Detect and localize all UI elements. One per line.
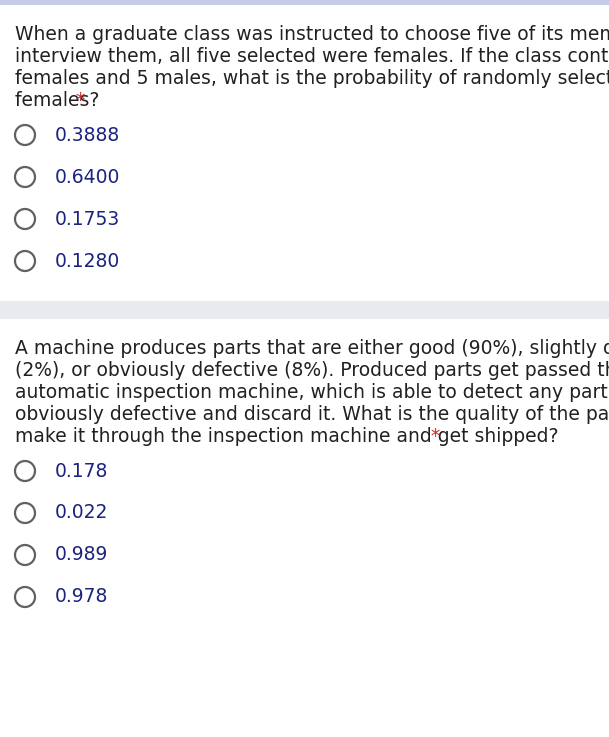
Text: 0.6400: 0.6400 [55,167,121,186]
Text: interview them, all five selected were females. If the class contained 12: interview them, all five selected were f… [15,47,609,66]
Text: (2%), or obviously defective (8%). Produced parts get passed through an: (2%), or obviously defective (8%). Produ… [15,361,609,380]
Text: 0.3888: 0.3888 [55,125,120,144]
Bar [0,0,609,5]
Text: 0.1280: 0.1280 [55,251,120,270]
Text: 0.178: 0.178 [55,461,108,481]
Text: *: * [430,427,440,446]
Text: females?: females? [15,91,105,110]
Text: When a graduate class was instructed to choose five of its members and: When a graduate class was instructed to … [15,25,609,44]
Bar [0,301,609,319]
Text: 0.989: 0.989 [55,545,108,565]
Text: make it through the inspection machine and get shipped?: make it through the inspection machine a… [15,427,565,446]
Text: 0.022: 0.022 [55,503,108,523]
Text: females and 5 males, what is the probability of randomly selecting five: females and 5 males, what is the probabi… [15,69,609,88]
Text: 0.978: 0.978 [55,587,108,607]
Text: 0.1753: 0.1753 [55,209,120,228]
Text: automatic inspection machine, which is able to detect any part that is: automatic inspection machine, which is a… [15,383,609,402]
Text: A machine produces parts that are either good (90%), slightly defective: A machine produces parts that are either… [15,339,609,358]
Text: *: * [76,91,85,110]
Text: obviously defective and discard it. What is the quality of the parts that: obviously defective and discard it. What… [15,405,609,424]
